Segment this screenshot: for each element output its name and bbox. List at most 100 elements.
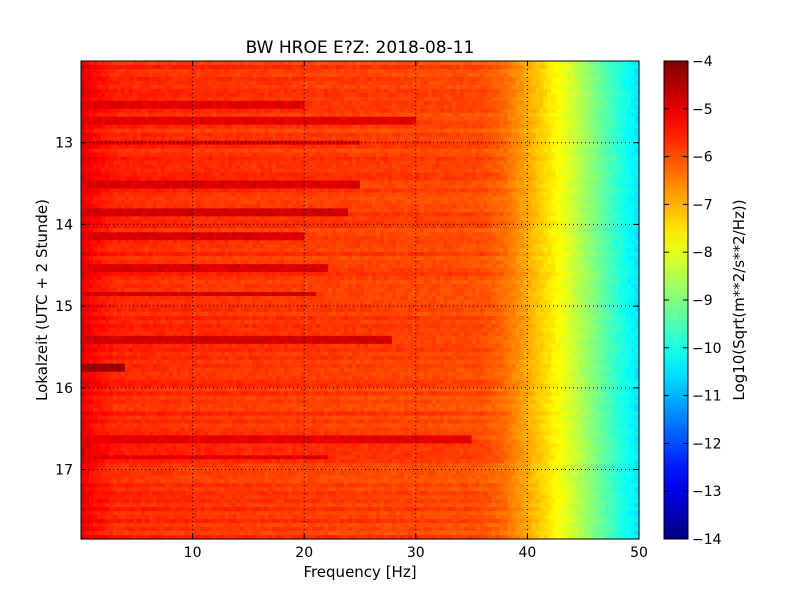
heatmap-cell <box>240 172 246 178</box>
heatmap-cell <box>419 108 425 114</box>
heatmap-cell <box>324 88 329 94</box>
heatmap-cell <box>160 104 166 110</box>
heatmap-cell <box>328 124 333 130</box>
heatmap-cell <box>292 196 297 202</box>
heatmap-cell <box>547 196 552 202</box>
heatmap-cell <box>304 64 309 70</box>
heatmap-cell <box>312 172 317 178</box>
heatmap-cell <box>268 192 273 198</box>
heatmap-cell <box>435 148 441 154</box>
heatmap-cell <box>467 120 473 126</box>
heatmap-cell <box>371 148 377 154</box>
heatmap-cell <box>136 132 142 138</box>
heatmap-cell <box>611 72 616 78</box>
heatmap-cell <box>332 112 337 118</box>
heatmap-cell <box>619 61 624 66</box>
heatmap-cell <box>415 124 421 130</box>
heatmap-cell <box>292 92 297 98</box>
heatmap-cell <box>148 144 154 150</box>
heatmap-cell <box>367 116 373 122</box>
heatmap-cell <box>611 104 616 110</box>
heatmap-cell <box>172 116 178 122</box>
heatmap-cell <box>324 100 329 106</box>
heatmap-cell <box>84 84 90 90</box>
heatmap-cell <box>252 92 257 98</box>
heatmap-cell <box>459 128 465 134</box>
heatmap-cell <box>348 64 353 70</box>
heatmap-cell <box>180 172 186 178</box>
heatmap-cell <box>81 184 86 190</box>
heatmap-cell <box>300 124 305 130</box>
heatmap-cell <box>212 192 218 198</box>
heatmap-cell <box>615 92 620 98</box>
heatmap-cell <box>288 136 293 142</box>
heatmap-cell <box>519 76 525 82</box>
heatmap-cell <box>356 144 361 150</box>
heatmap-cell <box>352 124 357 130</box>
heatmap-cell <box>232 192 238 198</box>
heatmap-cell <box>244 72 249 78</box>
heatmap-cell <box>100 172 106 178</box>
heatmap-cell <box>479 160 485 166</box>
heatmap-cell <box>188 96 194 102</box>
heatmap-cell <box>611 180 616 186</box>
heatmap-cell <box>328 184 333 190</box>
heatmap-cell <box>399 144 405 150</box>
heatmap-cell <box>176 72 182 78</box>
heatmap-cell <box>571 61 576 66</box>
heatmap-cell <box>184 180 190 186</box>
heatmap-cell <box>252 200 257 205</box>
heatmap-cell <box>631 84 636 90</box>
heatmap-cell <box>559 168 564 174</box>
heatmap-cell <box>535 152 540 158</box>
heatmap-cell <box>363 92 369 98</box>
heatmap-cell <box>407 196 413 202</box>
heatmap-cell <box>356 164 361 170</box>
heatmap-cell <box>244 112 249 118</box>
heatmap-cell <box>124 168 130 174</box>
heatmap-cell <box>176 108 182 114</box>
heatmap-cell <box>252 100 257 106</box>
heatmap-cell <box>447 72 453 78</box>
heatmap-cell <box>132 64 138 70</box>
heatmap-cell <box>371 128 377 134</box>
heatmap-cell <box>172 124 178 130</box>
heatmap-cell <box>256 184 261 190</box>
heatmap-cell <box>559 112 564 118</box>
heatmap-cell <box>539 168 544 174</box>
heatmap-cell <box>391 128 397 134</box>
heatmap-cell <box>439 100 445 106</box>
heatmap-cell <box>455 100 461 106</box>
heatmap-cell <box>196 120 202 126</box>
heatmap-cell <box>363 132 369 138</box>
heatmap-cell <box>132 188 138 194</box>
heatmap-cell <box>387 88 393 94</box>
heatmap-cell <box>348 200 353 205</box>
heatmap-cell <box>160 124 166 130</box>
heatmap-cell <box>264 116 269 122</box>
heatmap-cell <box>180 76 186 82</box>
heatmap-cell <box>539 196 544 202</box>
heatmap-cell <box>176 196 182 202</box>
heatmap-cell <box>375 112 381 118</box>
heatmap-cell <box>499 116 505 122</box>
heatmap-cell <box>88 164 94 170</box>
heatmap-cell <box>288 108 293 114</box>
heatmap-cell <box>411 120 417 126</box>
heatmap-cell <box>451 120 457 126</box>
heatmap-cell <box>555 172 560 178</box>
heatmap-cell <box>220 152 226 158</box>
heatmap-cell <box>148 128 154 134</box>
heatmap-cell <box>483 148 489 154</box>
heatmap-cell <box>328 116 333 122</box>
heatmap-cell <box>491 84 497 90</box>
heatmap-cell <box>447 132 453 138</box>
heatmap-cell <box>591 184 596 190</box>
heatmap-cell <box>81 92 86 98</box>
heatmap-cell <box>112 76 118 82</box>
heatmap-cell <box>276 112 281 118</box>
heatmap-cell <box>220 108 226 114</box>
heatmap-cell <box>579 196 584 202</box>
heatmap-cell <box>459 148 465 154</box>
heatmap-cell <box>447 92 453 98</box>
